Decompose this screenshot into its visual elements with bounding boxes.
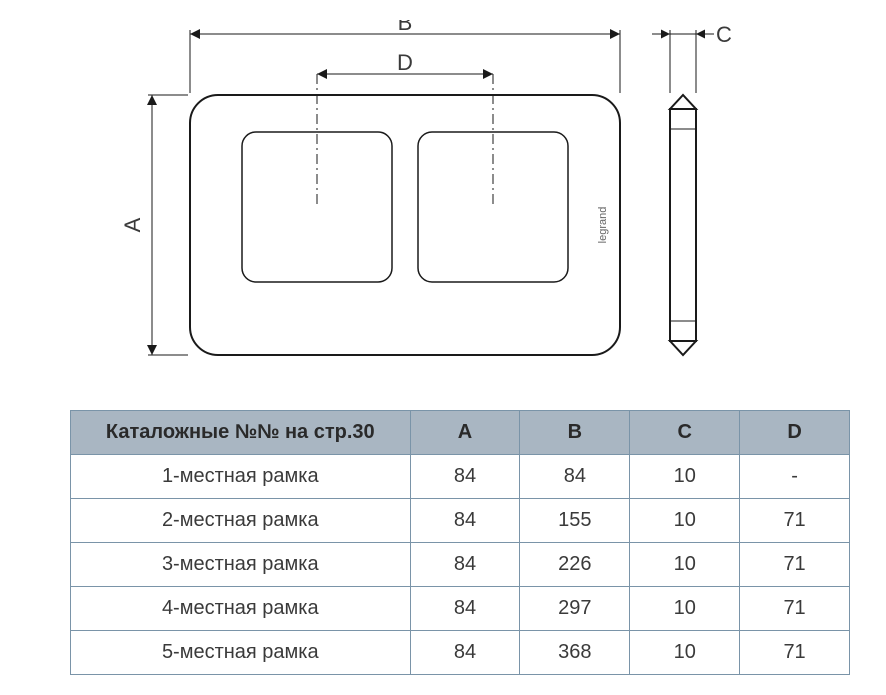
cell-desc: 3-местная рамка xyxy=(71,543,411,587)
dim-label-b: B xyxy=(398,20,413,35)
cell-desc: 1-местная рамка xyxy=(71,455,411,499)
dimension-diagram: legrand A B C D xyxy=(70,20,866,390)
cell-b: 368 xyxy=(520,631,630,675)
cell-desc: 5-местная рамка xyxy=(71,631,411,675)
table-row: 1-местная рамка848410- xyxy=(71,455,850,499)
cell-b: 155 xyxy=(520,499,630,543)
cell-a: 84 xyxy=(410,455,520,499)
cell-b: 226 xyxy=(520,543,630,587)
dim-label-d: D xyxy=(397,50,413,75)
col-header-desc: Каталожные №№ на стр.30 xyxy=(71,411,411,455)
cell-c: 10 xyxy=(630,631,740,675)
dim-label-a: A xyxy=(120,217,145,232)
diagram-svg: legrand A B C D xyxy=(70,20,770,380)
cell-desc: 2-местная рамка xyxy=(71,499,411,543)
cell-a: 84 xyxy=(410,587,520,631)
cell-c: 10 xyxy=(630,543,740,587)
col-header-c: C xyxy=(630,411,740,455)
table-header-row: Каталожные №№ на стр.30 A B C D xyxy=(71,411,850,455)
cell-c: 10 xyxy=(630,587,740,631)
col-header-d: D xyxy=(740,411,850,455)
dimensions-table-wrap: Каталожные №№ на стр.30 A B C D 1-местна… xyxy=(70,410,866,675)
cell-a: 84 xyxy=(410,543,520,587)
cell-d: - xyxy=(740,455,850,499)
col-header-a: A xyxy=(410,411,520,455)
cell-b: 84 xyxy=(520,455,630,499)
cell-c: 10 xyxy=(630,455,740,499)
front-outer-frame xyxy=(190,95,620,355)
cell-b: 297 xyxy=(520,587,630,631)
side-view-top-chamfer xyxy=(670,95,696,109)
cell-a: 84 xyxy=(410,631,520,675)
brand-text: legrand xyxy=(597,207,609,244)
side-view-body xyxy=(670,109,696,341)
table-row: 4-местная рамка842971071 xyxy=(71,587,850,631)
table-row: 2-местная рамка841551071 xyxy=(71,499,850,543)
table-row: 5-местная рамка843681071 xyxy=(71,631,850,675)
dim-label-c: C xyxy=(716,22,732,47)
cell-d: 71 xyxy=(740,543,850,587)
col-header-b: B xyxy=(520,411,630,455)
cell-d: 71 xyxy=(740,631,850,675)
table-row: 3-местная рамка842261071 xyxy=(71,543,850,587)
cell-c: 10 xyxy=(630,499,740,543)
cell-d: 71 xyxy=(740,587,850,631)
cell-desc: 4-местная рамка xyxy=(71,587,411,631)
cell-d: 71 xyxy=(740,499,850,543)
dimensions-table: Каталожные №№ на стр.30 A B C D 1-местна… xyxy=(70,410,850,675)
cell-a: 84 xyxy=(410,499,520,543)
side-view-bottom-chamfer xyxy=(670,341,696,355)
